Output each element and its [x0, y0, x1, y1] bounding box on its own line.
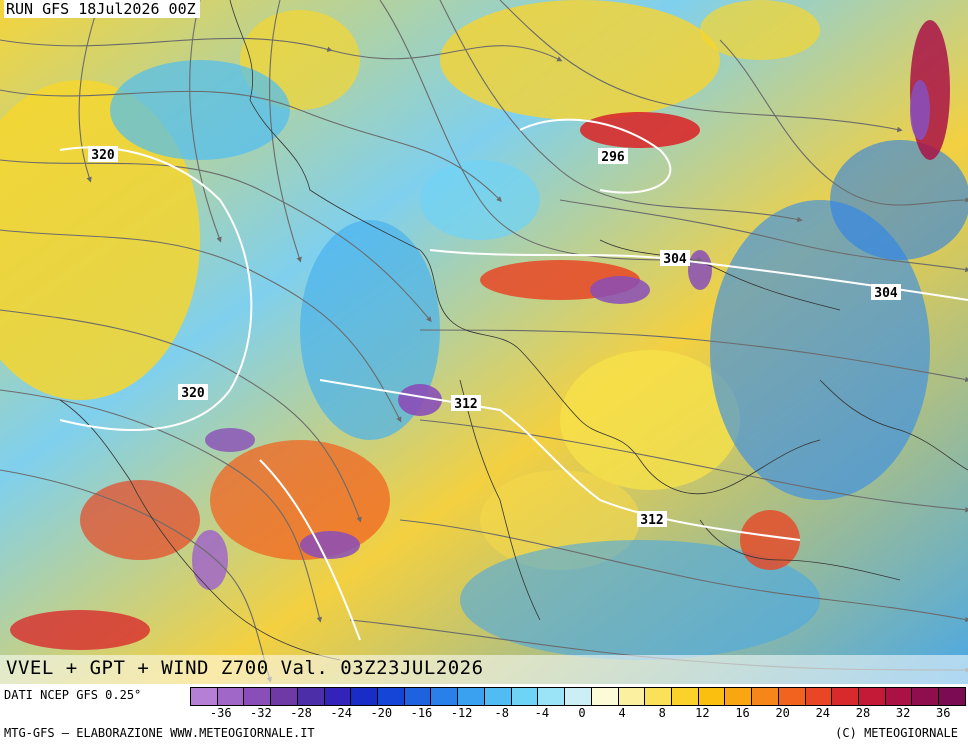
colorbar-swatch: [431, 688, 459, 705]
colorbar-swatch: [618, 688, 646, 705]
contour-label-320-west: 320: [178, 384, 208, 401]
colorbar-swatch: [271, 688, 298, 705]
coastlines: [59, 0, 968, 661]
contour-label-304-east: 304: [871, 284, 901, 301]
map-title: VVEL + GPT + WIND Z700 Val. 03Z23JUL2026: [6, 657, 484, 679]
title-bar: [0, 655, 968, 684]
colorbar-tick-label: 0: [578, 706, 586, 720]
contour-label-text: 320: [181, 386, 205, 401]
colorbar-swatch: [378, 688, 405, 705]
colorbar-swatch: [324, 688, 352, 705]
credit-right: (C) METEOGIORNALE: [835, 726, 958, 740]
colorbar-tick-label: -4: [534, 706, 550, 720]
colorbar-swatch: [832, 688, 859, 705]
contour-label-text: 304: [874, 286, 898, 301]
colorbar-swatch: [217, 688, 245, 705]
colorbar-swatch: [939, 688, 965, 705]
colorbar-tick-label: -20: [370, 706, 393, 720]
colorbar-tick-label: -16: [410, 706, 433, 720]
colorbar-tick-label: 24: [815, 706, 831, 720]
colorbar-tick-label: -24: [330, 706, 353, 720]
colorbar-swatch: [725, 688, 753, 705]
geopotential-contours: [59, 118, 968, 641]
colorbar-swatch: [484, 688, 512, 705]
contour-label-312-north: 312: [451, 395, 481, 412]
colorbar-tick-label: -8: [494, 706, 509, 720]
colorbar-tick-label: 12: [695, 706, 710, 720]
run-label: RUN GFS 18Jul2026 00Z: [4, 0, 200, 18]
contour-labels: 320 320 296 304 304 312 312: [88, 146, 901, 528]
colorbar-swatch: [244, 688, 272, 705]
colorbar-swatch: [458, 688, 485, 705]
colorbar-swatch: [858, 688, 886, 705]
colorbar-swatch: [565, 688, 592, 705]
weather-map: 320 320 296 304 304 312 312: [0, 0, 968, 684]
colorbar-swatch: [351, 688, 379, 705]
colorbar-tick-label: 28: [855, 706, 871, 720]
colorbar-swatch: [404, 688, 432, 705]
contour-label-text: 312: [640, 513, 663, 528]
colorbar-swatch: [752, 688, 779, 705]
contour-label-text: 296: [601, 150, 625, 165]
contour-label-304-center: 304: [660, 250, 690, 267]
contour-label-320-north: 320: [88, 146, 118, 163]
colorbar-tick-label: -36: [209, 706, 232, 720]
colorbar-swatch: [297, 688, 325, 705]
contour-label-text: 312: [454, 397, 477, 412]
colorbar: [190, 687, 966, 706]
vertical-velocity-field: [0, 0, 968, 660]
colorbar-tick-label: 8: [658, 706, 666, 720]
contour-label-text: 320: [91, 148, 115, 163]
colorbar-swatch: [778, 688, 806, 705]
colorbar-tick-label: 4: [618, 706, 626, 720]
contour-label-312-south: 312: [637, 511, 667, 528]
data-source-label: DATI NCEP GFS 0.25°: [4, 688, 142, 702]
colorbar-tick-label: 32: [895, 706, 911, 720]
colorbar-tick-label: 16: [735, 706, 750, 720]
colorbar-swatch: [805, 688, 833, 705]
colorbar-swatch: [511, 688, 539, 705]
colorbar-swatch: [671, 688, 699, 705]
colorbar-tick-label: 36: [936, 706, 951, 720]
contour-label-296: 296: [598, 148, 628, 165]
colorbar-tick-label: -32: [250, 706, 272, 720]
colorbar-swatch: [912, 688, 940, 705]
colorbar-tick-label: 20: [775, 706, 790, 720]
colorbar-tick-label: -28: [290, 706, 312, 720]
colorbar-swatch: [538, 688, 566, 705]
colorbar-tick-label: -12: [450, 706, 473, 720]
colorbar-ticks: -36 -32 -28 -24 -20 -16 -12 -8 -4 0 4 8 12 16 20 24 28 32…: [190, 706, 966, 724]
colorbar-swatch: [191, 688, 218, 705]
colorbar-swatch: [698, 688, 726, 705]
colorbar-swatch: [591, 688, 619, 705]
colorbar-swatch: [645, 688, 672, 705]
credit-left: MTG-GFS — ELABORAZIONE WWW.METEOGIORNALE…: [4, 726, 315, 740]
contour-label-text: 304: [663, 252, 687, 267]
colorbar-swatch: [885, 688, 913, 705]
